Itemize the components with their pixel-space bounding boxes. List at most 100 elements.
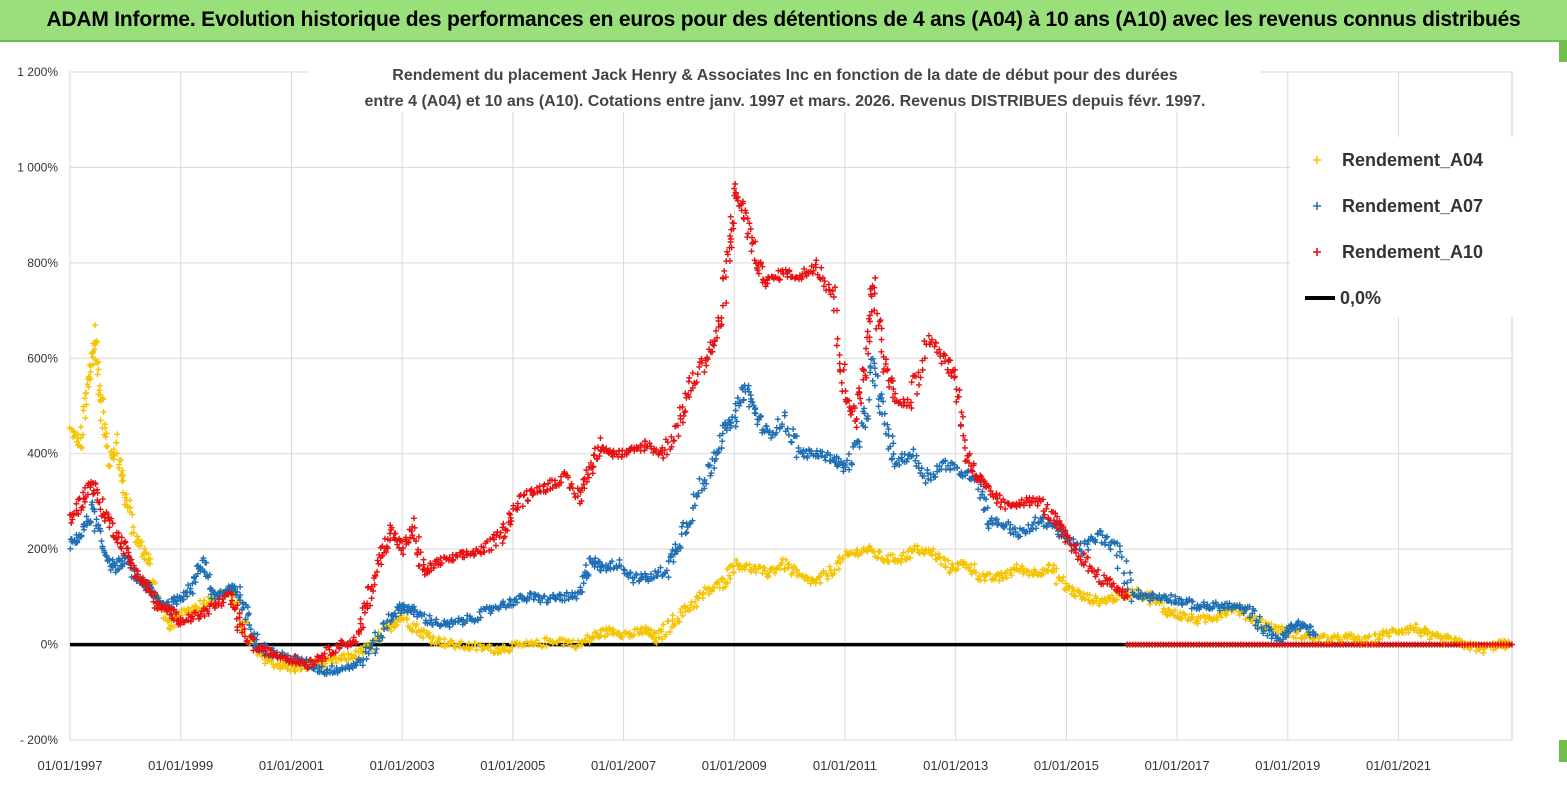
data-point (523, 638, 530, 645)
data-point (582, 562, 589, 569)
data-point (849, 408, 856, 415)
data-point (287, 655, 294, 662)
data-point (942, 564, 949, 571)
data-point (790, 569, 796, 576)
data-point (1202, 618, 1209, 625)
data-point (1107, 575, 1114, 582)
data-point (141, 545, 148, 552)
data-point (854, 547, 861, 553)
data-point (790, 426, 797, 433)
data-point (619, 634, 626, 640)
data-point (358, 646, 364, 653)
data-point (686, 607, 693, 614)
data-point (846, 466, 853, 473)
data-point (1254, 625, 1261, 632)
legend-label: Rendement_A07 (1342, 196, 1483, 216)
data-point (985, 482, 992, 489)
data-point (668, 553, 674, 559)
data-point (1069, 584, 1076, 591)
data-point (817, 579, 824, 586)
data-point (705, 591, 712, 598)
data-point (1292, 635, 1299, 642)
data-point (714, 578, 721, 585)
data-point (591, 445, 598, 452)
data-point (109, 520, 116, 527)
data-point (704, 356, 711, 363)
data-point (560, 641, 567, 648)
data-point (1050, 517, 1057, 524)
data-point (994, 495, 1001, 502)
data-point (1123, 558, 1130, 565)
data-point (874, 554, 881, 561)
data-point (874, 310, 881, 317)
data-point (1160, 605, 1167, 612)
data-point (127, 504, 134, 511)
data-point (420, 634, 427, 641)
subtitle-line: entre 4 (A04) et 10 ans (A10). Cotations… (365, 93, 1206, 110)
data-point (855, 438, 862, 445)
x-tick-label: 01/01/2021 (1366, 758, 1431, 773)
data-point (1059, 577, 1066, 584)
data-point (372, 629, 378, 636)
data-point (672, 621, 678, 628)
data-point (1256, 613, 1263, 620)
data-point (1136, 593, 1143, 600)
data-point (83, 401, 90, 408)
data-point (113, 439, 120, 446)
data-point (372, 572, 379, 579)
data-point (991, 576, 998, 583)
data-point (74, 539, 81, 545)
data-point (256, 648, 263, 655)
data-point (597, 632, 604, 639)
data-point (392, 530, 399, 537)
data-point (686, 521, 693, 527)
data-point (732, 407, 739, 414)
data-point (1258, 624, 1265, 631)
data-point (1085, 546, 1092, 553)
data-point (326, 646, 333, 653)
data-point (610, 626, 617, 633)
data-point (668, 433, 675, 440)
data-point (524, 497, 531, 504)
data-point (739, 200, 746, 207)
data-point (322, 655, 329, 662)
data-point (1225, 604, 1232, 611)
data-point (655, 568, 662, 575)
data-point (136, 542, 143, 549)
data-point (96, 499, 103, 506)
data-point (1236, 612, 1243, 619)
data-point (904, 396, 911, 403)
data-point (1135, 587, 1142, 594)
data-point (678, 531, 685, 538)
data-point (751, 257, 758, 264)
data-point (747, 226, 754, 232)
data-point (1095, 567, 1102, 574)
data-point (618, 563, 624, 570)
data-point (91, 508, 98, 515)
data-point (497, 529, 504, 536)
data-point (97, 506, 104, 513)
data-point (477, 614, 484, 621)
data-point (410, 603, 417, 610)
data-point (1128, 598, 1135, 605)
data-point (1417, 632, 1424, 639)
data-point (680, 519, 687, 526)
data-point (1067, 541, 1074, 548)
data-point (85, 383, 92, 390)
data-point (860, 366, 867, 373)
data-point (966, 450, 973, 457)
data-point (518, 642, 525, 649)
data-point (101, 547, 108, 554)
data-point (847, 411, 854, 418)
data-point (80, 523, 87, 530)
legend-box (1290, 137, 1515, 317)
x-tick-label: 01/01/2001 (259, 758, 324, 773)
data-point (589, 470, 596, 477)
data-point (251, 630, 258, 637)
data-point (818, 264, 825, 271)
data-point (119, 467, 126, 474)
data-point (671, 437, 678, 444)
data-point (871, 382, 878, 389)
data-point (824, 575, 831, 582)
data-point (677, 544, 684, 551)
